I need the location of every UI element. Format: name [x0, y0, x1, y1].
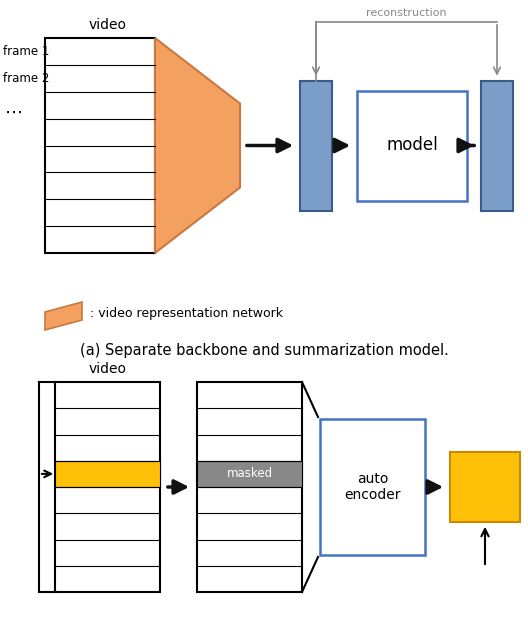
Text: masked: masked [227, 467, 272, 480]
Polygon shape [155, 38, 240, 253]
Text: reconstruction: reconstruction [366, 8, 447, 18]
Text: ⋯: ⋯ [5, 104, 23, 123]
Bar [55, 382, 160, 592]
Bar [450, 452, 520, 522]
Text: model: model [386, 136, 438, 154]
Text: auto
encoder: auto encoder [344, 472, 401, 502]
Text: frame 1: frame 1 [3, 45, 50, 58]
Bar [300, 80, 332, 210]
Polygon shape [45, 302, 82, 330]
Bar [45, 38, 155, 253]
Text: video: video [89, 362, 127, 376]
Bar [481, 80, 513, 210]
Bar [55, 461, 160, 487]
Text: : video representation network: : video representation network [90, 307, 283, 320]
Bar [197, 461, 302, 487]
Text: video: video [89, 18, 127, 32]
Bar [197, 382, 302, 592]
Text: frame 2: frame 2 [3, 72, 50, 85]
Text: (a) Separate backbone and summarization model.: (a) Separate backbone and summarization … [80, 343, 448, 358]
Bar [357, 90, 467, 200]
Bar [320, 419, 425, 555]
